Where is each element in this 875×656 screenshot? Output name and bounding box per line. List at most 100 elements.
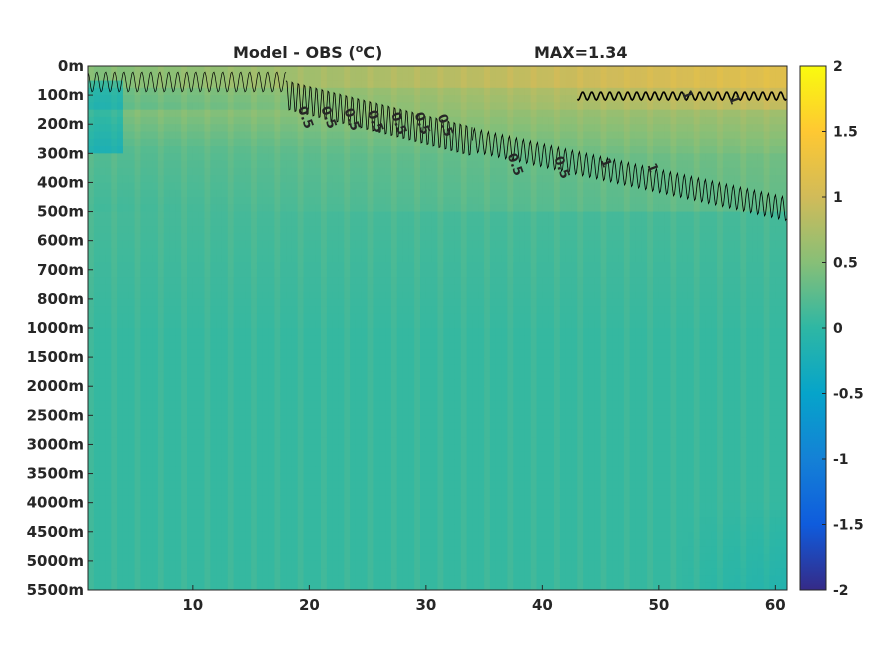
heatmap-cell xyxy=(227,393,235,402)
heatmap-cell xyxy=(379,240,386,249)
heatmap-cell xyxy=(251,240,258,249)
heatmap-cell xyxy=(227,255,235,264)
heatmap-cell xyxy=(414,371,421,380)
heatmap-cell xyxy=(425,473,433,482)
heatmap-cell xyxy=(489,189,497,198)
heatmap-cell xyxy=(88,160,95,169)
heatmap-cell xyxy=(332,284,340,293)
heatmap-cell xyxy=(338,357,345,365)
heatmap-cell xyxy=(227,539,235,547)
heatmap-cell xyxy=(489,66,497,74)
heatmap-cell xyxy=(367,240,375,249)
heatmap-cell xyxy=(227,313,235,322)
heatmap-cell xyxy=(192,495,200,504)
heatmap-cell xyxy=(181,349,188,358)
heatmap-cell xyxy=(402,102,409,111)
heatmap-cell xyxy=(373,262,380,271)
heatmap-cell xyxy=(373,473,380,482)
heatmap-cell xyxy=(122,328,130,336)
heatmap-cell xyxy=(221,553,229,562)
heatmap-cell xyxy=(484,240,491,249)
heatmap-cell xyxy=(315,262,322,271)
heatmap-cell xyxy=(274,153,281,162)
heatmap-cell xyxy=(227,400,235,409)
heatmap-cell xyxy=(414,131,421,140)
heatmap-cell xyxy=(274,575,281,584)
heatmap-cell xyxy=(431,386,439,395)
heatmap-cell xyxy=(466,429,474,438)
heatmap-cell xyxy=(280,284,287,293)
heatmap-cell xyxy=(367,422,375,431)
heatmap-cell xyxy=(315,160,322,169)
heatmap-cell xyxy=(350,153,357,162)
heatmap-cell xyxy=(122,451,130,460)
heatmap-cell xyxy=(128,255,136,264)
heatmap-cell xyxy=(233,284,241,293)
heatmap-cell xyxy=(291,524,299,533)
heatmap-cell xyxy=(198,473,206,482)
heatmap-cell xyxy=(256,517,264,526)
heatmap-cell xyxy=(128,495,136,504)
heatmap-cell xyxy=(169,488,176,496)
heatmap-cell xyxy=(460,437,468,446)
heatmap-cell xyxy=(338,204,345,213)
heatmap-cell xyxy=(233,575,241,584)
heatmap-cell xyxy=(332,437,340,446)
heatmap-cell xyxy=(111,80,118,89)
heatmap-cell xyxy=(425,313,433,322)
heatmap-cell xyxy=(210,451,217,460)
heatmap-cell xyxy=(321,488,328,496)
heatmap-cell xyxy=(425,517,433,526)
heatmap-cell xyxy=(163,109,171,118)
heatmap-cell xyxy=(478,517,485,526)
heatmap-cell xyxy=(303,393,310,402)
heatmap-cell xyxy=(449,466,456,475)
heatmap-cell xyxy=(134,102,142,111)
heatmap-cell xyxy=(216,553,223,562)
heatmap-cell xyxy=(437,531,444,540)
heatmap-cell xyxy=(309,247,316,256)
heatmap-cell xyxy=(198,247,206,256)
heatmap-cell xyxy=(420,277,427,285)
heatmap-cell xyxy=(187,568,194,577)
heatmap-cell xyxy=(443,560,450,569)
heatmap-cell xyxy=(402,204,409,213)
heatmap-cell xyxy=(437,349,444,358)
heatmap-cell xyxy=(291,182,299,191)
heatmap-cell xyxy=(396,197,404,205)
heatmap-cell xyxy=(157,95,165,103)
heatmap-cell xyxy=(361,73,369,82)
heatmap-cell xyxy=(466,218,474,227)
heatmap-cell xyxy=(181,146,188,154)
heatmap-cell xyxy=(367,539,375,547)
heatmap-cell xyxy=(321,459,328,467)
heatmap-cell xyxy=(105,167,112,176)
heatmap-cell xyxy=(175,167,182,176)
heatmap-cell xyxy=(489,175,497,184)
heatmap-cell xyxy=(431,422,439,431)
heatmap-cell xyxy=(286,255,293,264)
heatmap-cell xyxy=(361,218,369,227)
heatmap-cell xyxy=(408,73,415,82)
heatmap-cell xyxy=(408,313,415,322)
heatmap-cell xyxy=(268,153,275,162)
heatmap-cell xyxy=(367,277,375,285)
heatmap-cell xyxy=(181,313,188,322)
heatmap-cell xyxy=(390,400,398,409)
heatmap-cell xyxy=(390,495,398,504)
heatmap-cell xyxy=(181,371,188,380)
heatmap-cell xyxy=(262,393,270,402)
heatmap-cell xyxy=(332,204,340,213)
heatmap-cell xyxy=(105,582,112,590)
heatmap-cell xyxy=(472,247,479,256)
heatmap-cell xyxy=(431,218,439,227)
heatmap-cell xyxy=(105,393,112,402)
heatmap-cell xyxy=(181,328,188,336)
heatmap-cell xyxy=(169,437,176,446)
heatmap-cell xyxy=(227,262,235,271)
heatmap-cell xyxy=(251,415,258,424)
heatmap-cell xyxy=(262,277,270,285)
heatmap-cell xyxy=(373,408,380,416)
heatmap-cell xyxy=(338,509,345,518)
heatmap-cell xyxy=(431,575,439,584)
